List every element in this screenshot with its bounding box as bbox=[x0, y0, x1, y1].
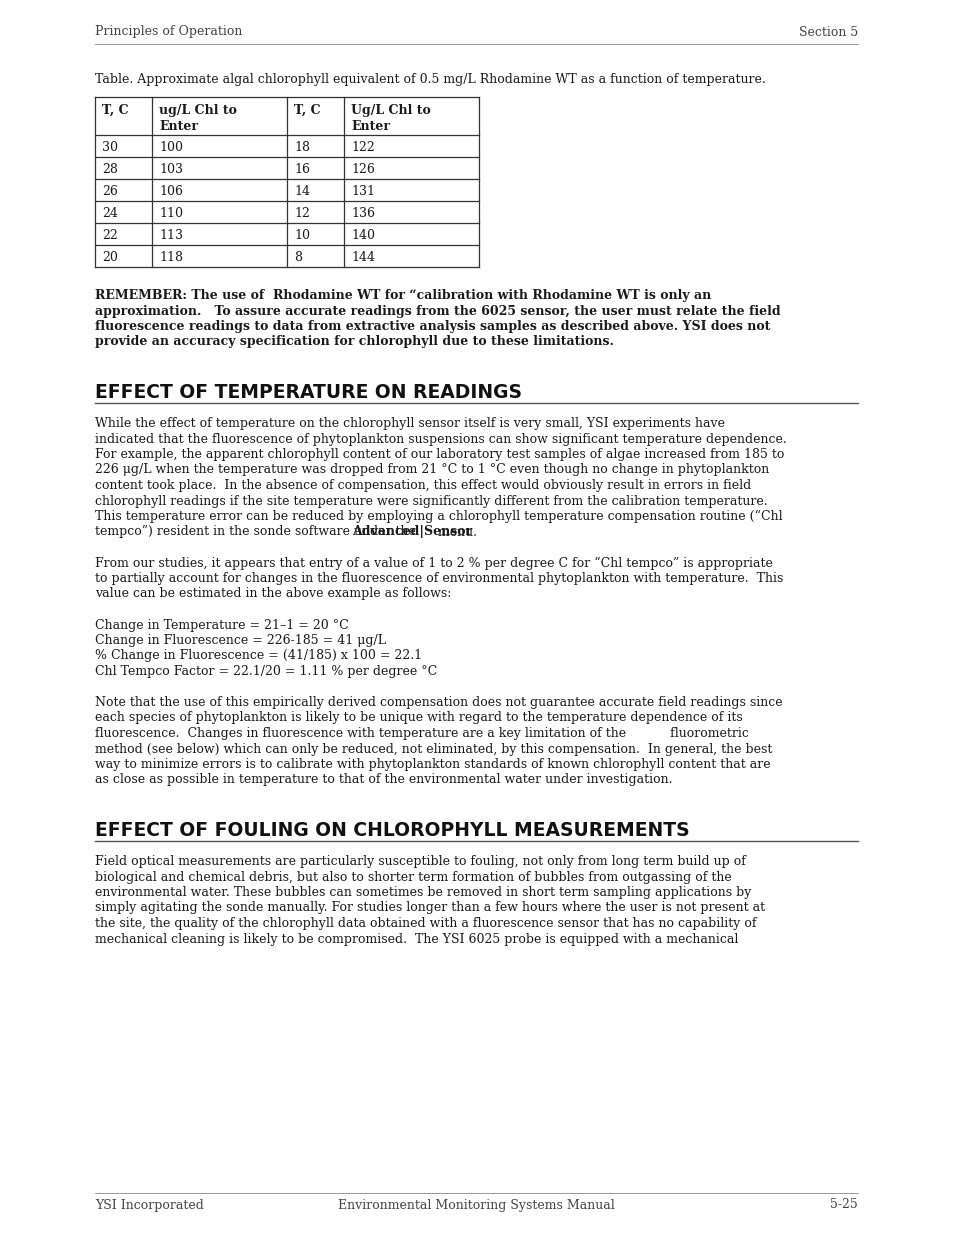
Text: 103: 103 bbox=[159, 163, 183, 177]
Text: % Change in Fluorescence = (41/185) x 100 = 22.1: % Change in Fluorescence = (41/185) x 10… bbox=[95, 650, 421, 662]
Text: Chl Tempco Factor = 22.1/20 = 1.11 % per degree °C: Chl Tempco Factor = 22.1/20 = 1.11 % per… bbox=[95, 664, 436, 678]
Text: Advanced|Sensor: Advanced|Sensor bbox=[352, 526, 472, 538]
Text: 24: 24 bbox=[102, 207, 118, 220]
Text: 140: 140 bbox=[351, 228, 375, 242]
Text: 10: 10 bbox=[294, 228, 310, 242]
Text: Change in Temperature = 21–1 = 20 °C: Change in Temperature = 21–1 = 20 °C bbox=[95, 619, 349, 631]
Text: simply agitating the sonde manually. For studies longer than a few hours where t: simply agitating the sonde manually. For… bbox=[95, 902, 764, 914]
Text: provide an accuracy specification for chlorophyll due to these limitations.: provide an accuracy specification for ch… bbox=[95, 336, 613, 348]
Text: content took place.  In the absence of compensation, this effect would obviously: content took place. In the absence of co… bbox=[95, 479, 750, 492]
Text: Enter: Enter bbox=[351, 120, 390, 132]
Text: 136: 136 bbox=[351, 207, 375, 220]
Text: This temperature error can be reduced by employing a chlorophyll temperature com: This temperature error can be reduced by… bbox=[95, 510, 781, 524]
Text: environmental water. These bubbles can sometimes be removed in short term sampli: environmental water. These bubbles can s… bbox=[95, 885, 751, 899]
Text: value can be estimated in the above example as follows:: value can be estimated in the above exam… bbox=[95, 588, 451, 600]
Text: biological and chemical debris, but also to shorter term formation of bubbles fr: biological and chemical debris, but also… bbox=[95, 871, 731, 883]
Text: Table. Approximate algal chlorophyll equivalent of 0.5 mg/L Rhodamine WT as a fu: Table. Approximate algal chlorophyll equ… bbox=[95, 73, 765, 86]
Text: 26: 26 bbox=[102, 185, 118, 198]
Text: Section 5: Section 5 bbox=[798, 26, 857, 38]
Text: tempco”) resident in the sonde software under the: tempco”) resident in the sonde software … bbox=[95, 526, 419, 538]
Text: From our studies, it appears that entry of a value of 1 to 2 % per degree C for : From our studies, it appears that entry … bbox=[95, 557, 772, 569]
Text: way to minimize errors is to calibrate with phytoplankton standards of known chl: way to minimize errors is to calibrate w… bbox=[95, 758, 770, 771]
Text: 144: 144 bbox=[351, 251, 375, 264]
Text: 30: 30 bbox=[102, 141, 118, 154]
Text: Environmental Monitoring Systems Manual: Environmental Monitoring Systems Manual bbox=[337, 1198, 615, 1212]
Text: 100: 100 bbox=[159, 141, 183, 154]
Text: 22: 22 bbox=[102, 228, 117, 242]
Text: Principles of Operation: Principles of Operation bbox=[95, 26, 242, 38]
Text: mechanical cleaning is likely to be compromised.  The YSI 6025 probe is equipped: mechanical cleaning is likely to be comp… bbox=[95, 932, 738, 946]
Text: 18: 18 bbox=[294, 141, 310, 154]
Text: menu.: menu. bbox=[434, 526, 476, 538]
Text: Enter: Enter bbox=[159, 120, 198, 132]
Text: 28: 28 bbox=[102, 163, 118, 177]
Text: Note that the use of this empirically derived compensation does not guarantee ac: Note that the use of this empirically de… bbox=[95, 697, 781, 709]
Text: 106: 106 bbox=[159, 185, 183, 198]
Text: T, C: T, C bbox=[102, 104, 129, 117]
Text: EFFECT OF FOULING ON CHLOROPHYLL MEASUREMENTS: EFFECT OF FOULING ON CHLOROPHYLL MEASURE… bbox=[95, 821, 689, 840]
Text: 14: 14 bbox=[294, 185, 310, 198]
Text: 122: 122 bbox=[351, 141, 375, 154]
Text: For example, the apparent chlorophyll content of our laboratory test samples of : For example, the apparent chlorophyll co… bbox=[95, 448, 783, 461]
Text: Change in Fluorescence = 226-185 = 41 μg/L: Change in Fluorescence = 226-185 = 41 μg… bbox=[95, 634, 386, 647]
Text: chlorophyll readings if the site temperature were significantly different from t: chlorophyll readings if the site tempera… bbox=[95, 494, 767, 508]
Text: REMEMBER: The use of  Rhodamine WT for “calibration with Rhodamine WT is only an: REMEMBER: The use of Rhodamine WT for “c… bbox=[95, 289, 711, 303]
Text: 20: 20 bbox=[102, 251, 118, 264]
Text: While the effect of temperature on the chlorophyll sensor itself is very small, : While the effect of temperature on the c… bbox=[95, 417, 724, 430]
Text: 126: 126 bbox=[351, 163, 375, 177]
Text: 110: 110 bbox=[159, 207, 183, 220]
Text: 5-25: 5-25 bbox=[829, 1198, 857, 1212]
Text: 118: 118 bbox=[159, 251, 183, 264]
Text: 16: 16 bbox=[294, 163, 310, 177]
Text: each species of phytoplankton is likely to be unique with regard to the temperat: each species of phytoplankton is likely … bbox=[95, 711, 742, 725]
Text: as close as possible in temperature to that of the environmental water under inv: as close as possible in temperature to t… bbox=[95, 773, 672, 787]
Text: ug/L Chl to: ug/L Chl to bbox=[159, 104, 236, 117]
Text: EFFECT OF TEMPERATURE ON READINGS: EFFECT OF TEMPERATURE ON READINGS bbox=[95, 383, 521, 403]
Text: the site, the quality of the chlorophyll data obtained with a fluorescence senso: the site, the quality of the chlorophyll… bbox=[95, 918, 756, 930]
Text: 131: 131 bbox=[351, 185, 375, 198]
Text: YSI Incorporated: YSI Incorporated bbox=[95, 1198, 204, 1212]
Text: 12: 12 bbox=[294, 207, 310, 220]
Text: 113: 113 bbox=[159, 228, 183, 242]
Text: indicated that the fluorescence of phytoplankton suspensions can show significan: indicated that the fluorescence of phyto… bbox=[95, 432, 786, 446]
Text: 8: 8 bbox=[294, 251, 302, 264]
Text: fluorescence readings to data from extractive analysis samples as described abov: fluorescence readings to data from extra… bbox=[95, 320, 770, 333]
Text: method (see below) which can only be reduced, not eliminated, by this compensati: method (see below) which can only be red… bbox=[95, 742, 772, 756]
Text: T, C: T, C bbox=[294, 104, 320, 117]
Text: Field optical measurements are particularly susceptible to fouling, not only fro: Field optical measurements are particula… bbox=[95, 855, 745, 868]
Text: fluorescence.  Changes in fluorescence with temperature are a key limitation of : fluorescence. Changes in fluorescence wi… bbox=[95, 727, 748, 740]
Text: to partially account for changes in the fluorescence of environmental phytoplank: to partially account for changes in the … bbox=[95, 572, 782, 585]
Text: approximation.   To assure accurate readings from the 6025 sensor, the user must: approximation. To assure accurate readin… bbox=[95, 305, 780, 317]
Text: Ug/L Chl to: Ug/L Chl to bbox=[351, 104, 431, 117]
Text: 226 μg/L when the temperature was dropped from 21 °C to 1 °C even though no chan: 226 μg/L when the temperature was droppe… bbox=[95, 463, 768, 477]
